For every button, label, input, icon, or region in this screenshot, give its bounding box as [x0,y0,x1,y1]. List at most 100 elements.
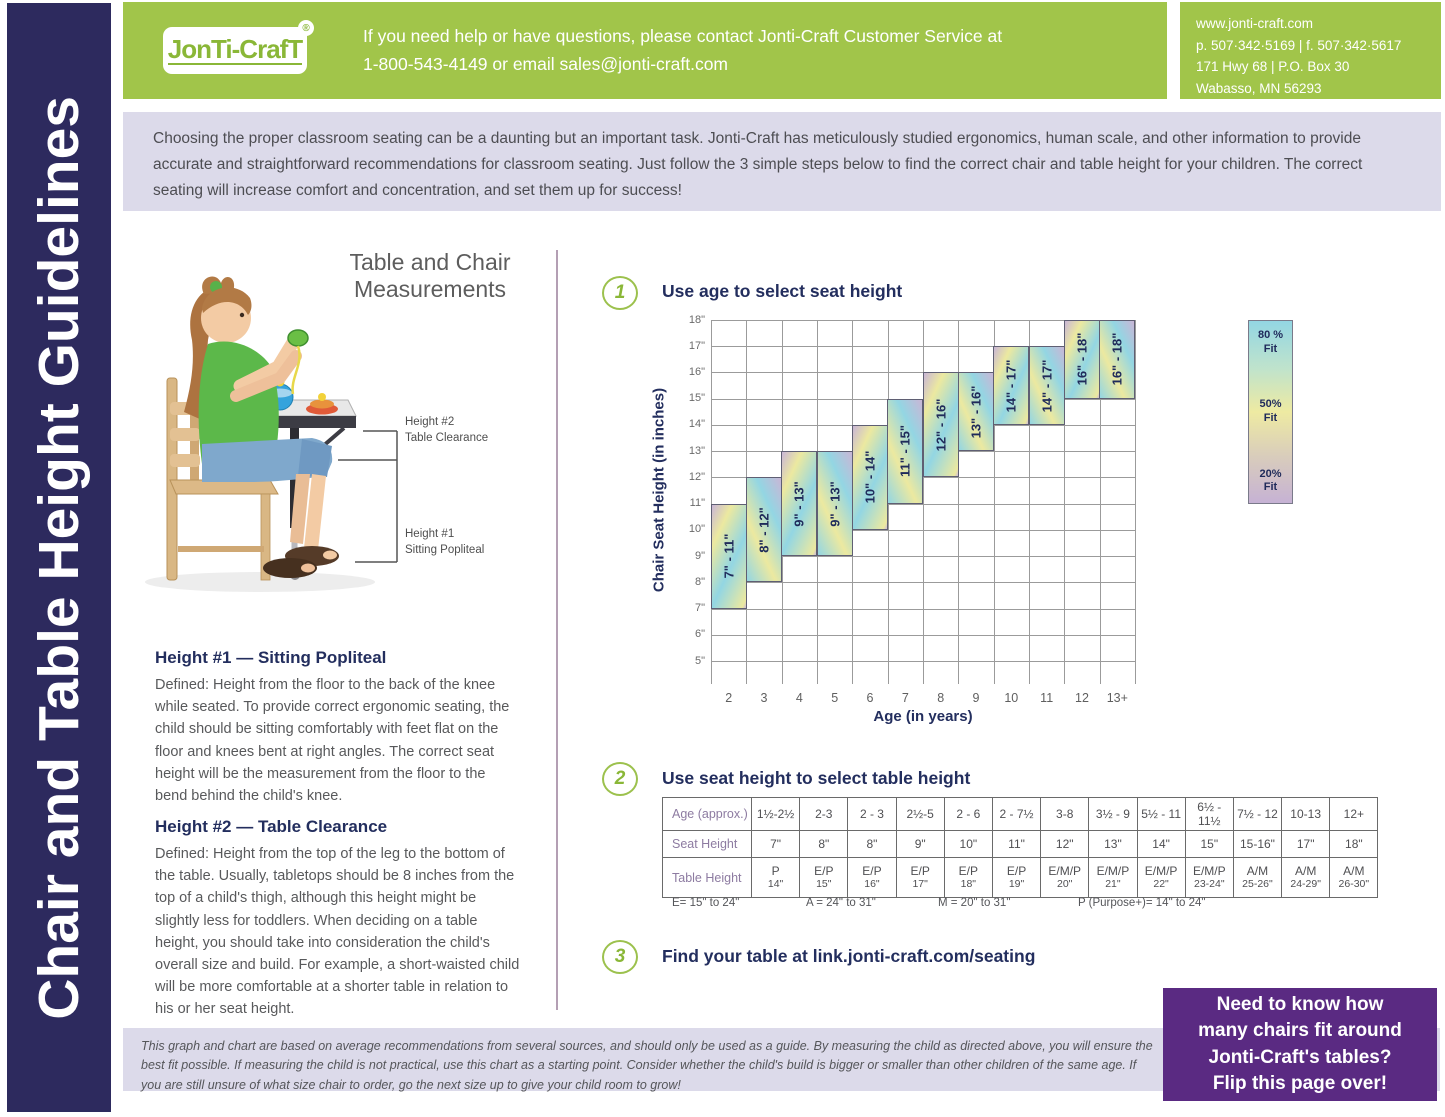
table-cell: 2 - 3 [847,797,897,831]
table-cell: E/M/P 20" [1040,857,1090,898]
step-2-badge: 2 [602,762,638,796]
table-cell: 14" [1136,830,1186,858]
measurements-title: Table and Chair Measurements [315,249,545,303]
help-line-2: 1-800-543-4149 or email sales@jonti-craf… [363,54,729,74]
chart-bar-label: 12" - 16" [933,398,949,452]
table-cell: 15" [1184,830,1234,858]
chart-bar-age-12: 16" - 18" [1063,320,1101,399]
chart-bar-label: 11" - 15" [897,425,913,478]
flip-page-callout: Need to know how many chairs fit around … [1163,988,1437,1101]
flip-line-2: many chairs fit around [1198,1020,1402,1042]
table-cell: 10" [943,830,993,858]
chart-x-tick-label: 12 [1075,691,1089,705]
chart-gridline-horizontal [711,320,1135,321]
chart-bar-age-11: 14" - 17" [1028,346,1065,425]
footnote-m: M = 20" to 31" [938,897,1011,909]
logo-text: JonTi-CrafT [167,34,303,65]
chart-gridline-vertical [923,320,924,684]
chart-x-tick-label: 8 [937,691,945,705]
chart-gridline-horizontal [711,634,1135,636]
table-cell: E/M/P 23-24" [1184,857,1234,898]
height2-callout-line2: Table Clearance [405,431,489,444]
address-line-1: 171 Hwy 68 | P.O. Box 30 [1196,59,1350,75]
website-text: www.jonti-craft.com [1196,16,1314,31]
step-1-number: 1 [614,282,626,303]
chart-y-tick-label: 6" [694,628,705,641]
step-3-badge: 3 [602,940,638,974]
contact-block: www.jonti-craft.com p. 507·342·5169 | f.… [1180,2,1441,99]
chart-plot-area: 5" 6" 7" 8" 9" 10" 11" 12" 13" 14" 15" 16" 17" 18" 2 3 4… [689,314,1136,705]
chart-bar-label: 16" - 18" [1109,332,1125,386]
table-cell: 10-13 [1281,797,1331,831]
chart-gridline-horizontal [711,582,1135,584]
height2-callout: Height #2 Table Clearance [405,415,488,446]
footnote-a: A = 24" to 31" [806,897,876,909]
chart-x-tick-label: 4 [795,691,803,705]
flip-line-1: Need to know how [1216,994,1384,1016]
chart-gridline-horizontal [711,661,1135,662]
height1-callout-line1: Height #1 [405,528,455,540]
seat-height-chart: Chair Seat Height (in inches) 5" 6" 7" 8" 9"… [645,312,1155,725]
table-cell: 7½ - 12 [1232,797,1283,831]
table-cell: 15-16" [1232,830,1283,858]
chart-gridline-horizontal [711,529,1135,531]
chart-gridline-horizontal [711,608,1135,610]
row-header: Table Height [662,857,752,898]
chart-x-tick-label: 13+ [1106,691,1128,705]
chart-y-tick-label: 14" [688,418,705,431]
table-cell: 2½-5 [895,797,945,831]
step-2-title: Use seat height to select table height [662,768,971,788]
chart-bar-label: 14" - 17" [1039,359,1055,412]
table-cell: 7" [750,830,801,858]
customer-service-text: If you need help or have questions, plea… [363,22,1143,78]
chart-x-tick-label: 9 [972,691,980,705]
jonti-craft-logo: JonTi-CrafT ® [163,20,314,74]
chart-bar-age-8: 12" - 16" [922,372,959,478]
table-cell: E/M/P 22" [1136,857,1186,898]
flip-line-4: Flip this page over! [1212,1072,1388,1094]
chart-bar-age-6: 10" - 14" [851,424,889,530]
chart-x-tick-label: 6 [866,691,874,705]
chart-x-tick-label: 10 [1004,691,1019,705]
chart-bar-age-2: 7" - 11" [710,503,747,609]
chart-y-tick-label: 18" [688,313,705,326]
fit-legend-item: 20% Fit [1259,467,1282,494]
fit-legend-item: 50% Fit [1259,398,1282,424]
chart-bar-age-13+: 16" - 18" [1099,320,1136,399]
chart-y-tick-label: 12" [688,470,705,483]
chart-x-tick-label: 11 [1040,691,1054,705]
fit-percentage-legend: 80 % Fit 50% Fit 20% Fit [1248,320,1293,504]
table-cell: E/M/P 21" [1088,857,1138,898]
table-cell: P 14" [750,857,801,898]
height2-section-body: Defined: Height from the top of the leg … [155,846,520,1018]
table-cell: A/M 25-26" [1232,857,1283,898]
table-cell: 2 - 7½ [991,797,1042,831]
chart-bar-label: 13" - 16" [968,385,984,439]
table-cell: 12" [1040,830,1090,858]
chart-y-tick-label: 10" [688,523,705,536]
chart-bar-label: 9" - 13" [791,480,807,527]
chart-x-tick-label: 5 [831,691,839,705]
height1-section-body: Defined: Height from the floor to the ba… [155,677,510,804]
column-divider [556,250,558,1010]
intro-paragraph: Choosing the proper classroom seating ca… [153,130,1363,200]
table-cell: 6½ - 11½ [1184,797,1234,831]
registered-trademark-icon: ® [298,20,314,36]
chart-y-tick-label: 7" [694,602,705,615]
page-title: Chair and Table Height Guidelines [27,95,91,1020]
table-cell: 8" [799,830,849,858]
table-cell: 1½-2½ [750,797,801,831]
chart-x-tick-label: 3 [760,691,768,705]
height1-callout-line2: Sitting Popliteal [405,543,485,556]
measurements-title-line2: Measurements [353,276,507,303]
table-cell: 11" [991,830,1042,858]
step-3-title: Find your table at link.jonti-craft.com/… [662,946,1036,966]
chart-gridline-vertical [1064,320,1066,684]
table-cell: 9" [895,830,945,858]
height1-section-title: Height #1 — Sitting Popliteal [155,648,387,667]
step-3-number: 3 [614,946,626,967]
row-header: Age (approx.) [662,797,752,831]
step-1-badge: 1 [602,276,638,310]
